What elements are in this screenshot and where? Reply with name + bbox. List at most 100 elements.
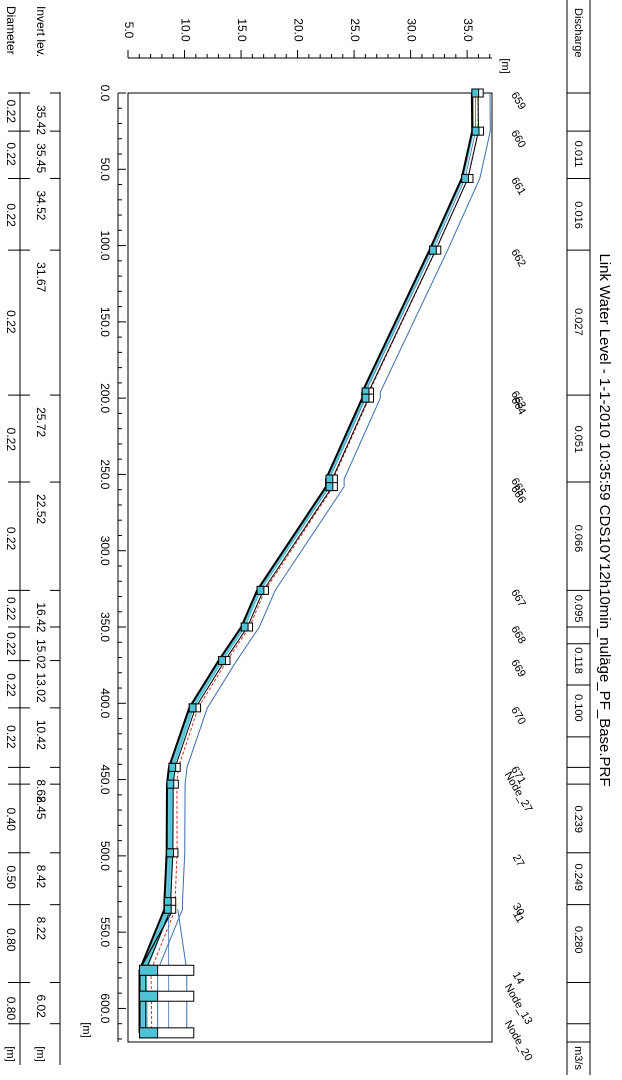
invert-level-value: 31.67 — [34, 262, 48, 292]
invert-level-value: 25.72 — [34, 407, 48, 437]
invert-level-value: 8.45 — [34, 796, 48, 820]
discharge-value: 0.118 — [572, 647, 584, 674]
plot-frame — [127, 92, 493, 1043]
diameter-value: 0.22 — [4, 203, 18, 227]
invert-unit: [m] — [34, 1046, 46, 1061]
node-well-water — [428, 245, 437, 255]
diameter-value: 0.80 — [4, 928, 18, 952]
elevation-tick-label: 25.0 — [348, 18, 362, 42]
node-label: 668 — [508, 624, 528, 646]
node-label: 30 — [510, 901, 527, 918]
water-band — [139, 93, 475, 1033]
invert-level-value: 10.42 — [34, 720, 48, 750]
invert-level-value: 35.42 — [34, 105, 48, 135]
diameter-value: 0.22 — [4, 428, 18, 452]
invert-level-header: Invert lev. — [34, 6, 48, 57]
distance-tick-label: 0.0 — [98, 85, 112, 102]
diameter-value: 0.22 — [4, 310, 18, 334]
node-well-water — [188, 703, 197, 713]
diameter-value: 0.22 — [4, 725, 18, 749]
distance-tick-label: 250.0 — [98, 459, 112, 489]
elevation-tick-label: 15.0 — [235, 18, 249, 42]
diameter-unit: [m] — [4, 1046, 16, 1061]
node-label: 661 — [508, 175, 528, 197]
distance-tick-label: 150.0 — [98, 307, 112, 337]
node-well-water — [163, 904, 172, 914]
node-label: Node_20 — [502, 1018, 535, 1063]
chart-title: Link Water Level - 1-1-2010 10:35:59 CDS… — [596, 253, 613, 786]
node-well-water — [166, 779, 175, 789]
discharge-value: 0.095 — [572, 595, 584, 623]
discharge-value: 0.011 — [572, 141, 584, 168]
node-well-water — [471, 88, 480, 98]
node-label: 669 — [508, 658, 528, 680]
node-well-water — [139, 1027, 159, 1039]
invert-level-value: 6.02 — [34, 994, 48, 1018]
distance-tick-label: 400.0 — [98, 688, 112, 718]
pipe-crown-line — [145, 92, 479, 1033]
discharge-value: 0.066 — [572, 525, 584, 553]
distance-tick-label: 500.0 — [98, 841, 112, 871]
node-well-water — [471, 126, 480, 136]
node-well-water — [168, 762, 177, 772]
discharge-value: 0.280 — [572, 926, 584, 954]
discharge-value: 0.027 — [572, 308, 584, 336]
distance-tick-label: 450.0 — [98, 765, 112, 795]
elevation-tick-label: 5.0 — [122, 22, 136, 39]
conduit-top-line — [142, 92, 477, 1033]
node-well-water — [361, 393, 370, 403]
distance-tick-label: 300.0 — [98, 536, 112, 566]
energy-line — [150, 92, 479, 1033]
discharge-value: 0.100 — [572, 694, 584, 722]
elevation-tick-label: 10.0 — [178, 18, 192, 42]
invert-level-value: 13.02 — [34, 673, 48, 703]
invert-level-value: 8.22 — [34, 917, 48, 941]
distance-tick-label: 50.0 — [98, 158, 112, 182]
elevation-tick-label: 30.0 — [404, 18, 418, 42]
invert-level-value: 34.52 — [34, 190, 48, 220]
distance-tick-label: 600.0 — [98, 993, 112, 1023]
diameter-value: 0.50 — [4, 866, 18, 890]
node-well-water — [325, 482, 334, 492]
node-well-water — [139, 964, 159, 976]
outlet-transition — [138, 908, 174, 971]
distance-tick-label: 200.0 — [98, 383, 112, 413]
node-label: 27 — [510, 852, 527, 869]
node-label: 14 — [510, 970, 527, 987]
discharge-value: 0.051 — [572, 426, 584, 454]
ground-line — [157, 92, 491, 1033]
node-well-water — [166, 848, 174, 858]
diameter-value: 0.22 — [4, 632, 18, 656]
elevation-tick-label: 20.0 — [291, 18, 305, 42]
discharge-value: 0.016 — [572, 201, 584, 229]
elevation-unit: [m] — [499, 58, 511, 73]
node-label: 670 — [508, 705, 528, 727]
diameter-value: 0.40 — [4, 808, 18, 832]
diameter-value: 0.22 — [4, 527, 18, 551]
node-well-water — [163, 897, 172, 907]
diameter-value: 0.80 — [4, 997, 18, 1021]
node-well-water — [461, 173, 469, 183]
outlet-transition-top — [177, 909, 188, 971]
node-well-water — [256, 585, 265, 595]
discharge-value: 0.239 — [572, 805, 584, 833]
invert-level-value: 8.62 — [34, 779, 48, 803]
distance-unit: [m] — [80, 1022, 92, 1037]
distance-tick-label: 100.0 — [98, 231, 112, 261]
diameter-header: Diameter — [4, 6, 18, 55]
node-label: 659 — [508, 90, 528, 112]
diameter-value: 0.22 — [4, 142, 18, 166]
node-well-water — [139, 990, 159, 1002]
node-well-water — [218, 656, 226, 666]
pipe-invert-line — [138, 92, 474, 1033]
distance-tick-label: 350.0 — [98, 612, 112, 642]
diameter-value: 0.22 — [4, 597, 18, 621]
node-label: 667 — [508, 587, 528, 609]
node-label: 660 — [508, 128, 528, 150]
invert-level-value: 35.45 — [34, 143, 48, 173]
discharge-header: Discharge — [572, 8, 584, 58]
diameter-value: 0.22 — [4, 673, 18, 697]
node-label: 662 — [508, 247, 528, 269]
